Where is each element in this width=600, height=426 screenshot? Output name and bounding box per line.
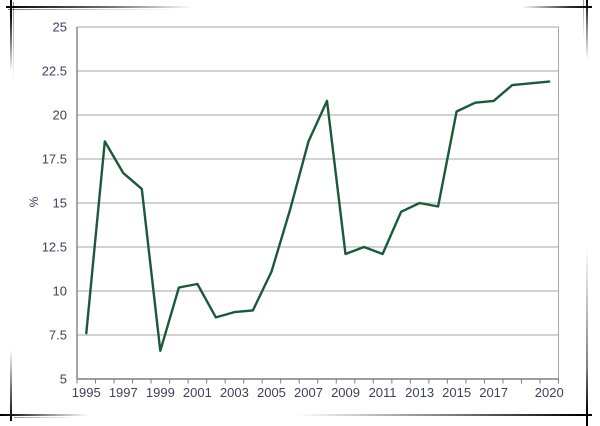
x-tick-label: 2020: [535, 385, 564, 400]
x-tick-label: 2007: [294, 385, 323, 400]
y-tick-label: 10: [53, 284, 67, 299]
data-line: [85, 80, 551, 352]
x-tick-label: 1995: [72, 385, 101, 400]
x-tick-label: 2015: [442, 385, 471, 400]
x-tick-label: 2003: [220, 385, 249, 400]
x-tick-label: 2011: [369, 385, 397, 400]
y-tick-label: 17.5: [42, 152, 67, 167]
x-tick-label: 2001: [183, 385, 212, 400]
y-tick-label: 25: [53, 20, 67, 35]
y-tick-label: 15: [53, 196, 67, 211]
y-tick-label: 22.5: [42, 64, 67, 79]
x-tick-label: 1997: [109, 385, 138, 400]
x-tick-label: 2009: [331, 385, 360, 400]
x-tick-label: 2013: [405, 385, 434, 400]
x-tick-label: 1999: [146, 385, 175, 400]
x-tick-label: 2005: [257, 385, 286, 400]
y-tick-label: 5: [60, 372, 67, 387]
x-tick-label: 2017: [479, 385, 508, 400]
y-tick-label: 20: [53, 108, 67, 123]
y-tick-label: 7.5: [49, 328, 67, 343]
y-tick-label: 12.5: [42, 240, 67, 255]
